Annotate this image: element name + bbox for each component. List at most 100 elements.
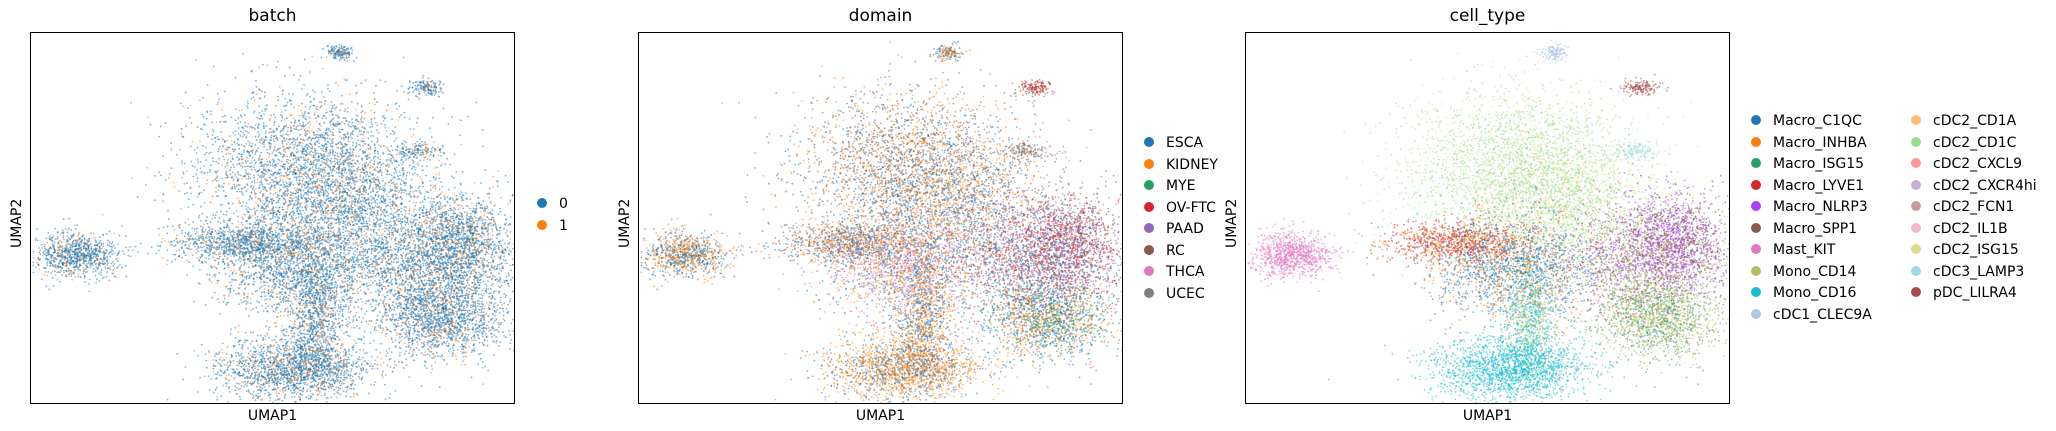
- legend-marker: [1751, 308, 1761, 319]
- legend-entry: Macro_NLRP3: [1751, 198, 1868, 216]
- legend-entry: cDC3_LAMP3: [1911, 263, 2024, 281]
- plot-area: [1245, 32, 1730, 404]
- scatter-points: [1247, 39, 1729, 403]
- legend-marker: [1911, 222, 1921, 233]
- legend-marker: [1144, 244, 1154, 255]
- legend-entry: OV-FTC: [1144, 199, 1216, 217]
- legend-marker: [1144, 287, 1154, 298]
- legend-marker: [1144, 201, 1154, 212]
- legend-entry: cDC1_CLEC9A: [1751, 306, 1872, 324]
- legend-entry: ESCA: [1144, 134, 1203, 152]
- legend-entry: RC: [1144, 242, 1185, 260]
- legend-marker: [1751, 158, 1761, 168]
- legend-label: Mono_CD16: [1773, 285, 1856, 301]
- legend-label: cDC2_ISG15: [1933, 242, 2019, 258]
- legend-label: 1: [559, 218, 568, 234]
- legend-marker: [1751, 201, 1761, 211]
- legend-label: RC: [1166, 243, 1185, 259]
- legend-entry: MYE: [1144, 177, 1195, 195]
- y-axis-label: UMAP2: [1224, 199, 1240, 248]
- legend-entry: Macro_INHBA: [1751, 134, 1867, 152]
- legend-label: cDC3_LAMP3: [1933, 264, 2024, 280]
- legend-label: MYE: [1166, 178, 1195, 194]
- y-axis-label: UMAP2: [9, 199, 25, 248]
- legend-marker: [1751, 244, 1761, 254]
- legend-entry: 1: [537, 217, 568, 235]
- legend-marker: [537, 198, 547, 208]
- legend-marker: [1911, 287, 1921, 297]
- legend-marker: [1144, 158, 1154, 169]
- legend-marker: [1751, 287, 1761, 297]
- plot-area: [30, 32, 515, 404]
- legend-entry: Macro_ISG15: [1751, 155, 1864, 173]
- plot-area: [638, 32, 1123, 404]
- legend-entry: pDC_LILRA4: [1911, 284, 2017, 302]
- legend-label: cDC2_CXCL9: [1933, 156, 2022, 172]
- legend-entry: Macro_C1QC: [1751, 112, 1862, 130]
- legend-entry: PAAD: [1144, 220, 1204, 238]
- legend-label: Mono_CD14: [1773, 264, 1856, 280]
- legend-marker: [1751, 179, 1761, 190]
- legend-entry: Mono_CD14: [1751, 263, 1856, 281]
- legend-label: cDC2_FCN1: [1933, 199, 2014, 215]
- legend-label: Mast_KIT: [1773, 242, 1835, 258]
- legend-entry: KIDNEY: [1144, 156, 1218, 174]
- legend-label: THCA: [1166, 264, 1204, 280]
- legend-entry: Macro_SPP1: [1751, 220, 1857, 238]
- legend-label: Macro_C1QC: [1773, 113, 1862, 129]
- legend-marker: [1911, 158, 1921, 168]
- legend-label: Macro_ISG15: [1773, 156, 1864, 172]
- legend-label: Macro_NLRP3: [1773, 199, 1868, 215]
- legend-label: ESCA: [1166, 135, 1203, 151]
- legend-label: cDC2_IL1B: [1933, 221, 2008, 237]
- legend-label: cDC2_CXCR4hi: [1933, 178, 2037, 194]
- chart-title: cell_type: [1245, 6, 1730, 26]
- legend-marker: [1751, 265, 1761, 276]
- legend-label: cDC2_CD1A: [1933, 113, 2016, 129]
- legend-entry: UCEC: [1144, 285, 1205, 303]
- scatter-points: [640, 40, 1122, 403]
- legend-entry: cDC2_CXCL9: [1911, 155, 2022, 173]
- legend-entry: 0: [537, 195, 568, 213]
- legend-label: UCEC: [1166, 286, 1205, 302]
- chart-title: batch: [30, 6, 515, 26]
- legend-entry: Mast_KIT: [1751, 241, 1835, 259]
- legend-marker: [1911, 244, 1921, 254]
- legend-label: OV-FTC: [1166, 200, 1216, 216]
- legend-label: Macro_LYVE1: [1773, 178, 1864, 194]
- x-axis-label: UMAP1: [1245, 408, 1730, 424]
- legend-marker: [1751, 222, 1761, 233]
- legend-entry: THCA: [1144, 263, 1204, 281]
- legend-marker: [1911, 201, 1921, 211]
- legend-entry: Macro_LYVE1: [1751, 177, 1864, 195]
- legend-entry: cDC2_ISG15: [1911, 241, 2019, 259]
- legend-label: cDC1_CLEC9A: [1773, 307, 1872, 323]
- legend-marker: [1144, 266, 1154, 276]
- legend-entry: cDC2_CD1C: [1911, 134, 2016, 152]
- x-axis-label: UMAP1: [638, 408, 1123, 424]
- legend-marker: [1751, 115, 1761, 125]
- legend-marker: [1911, 136, 1921, 147]
- legend-label: KIDNEY: [1166, 157, 1218, 173]
- legend-label: cDC2_CD1C: [1933, 135, 2016, 151]
- legend-label: Macro_INHBA: [1773, 135, 1867, 151]
- legend-marker: [1911, 115, 1921, 125]
- legend-marker: [1911, 179, 1921, 190]
- legend-entry: cDC2_CD1A: [1911, 112, 2016, 130]
- legend-entry: Mono_CD16: [1751, 284, 1856, 302]
- x-axis-label: UMAP1: [30, 408, 515, 424]
- legend-label: pDC_LILRA4: [1933, 285, 2017, 301]
- legend-marker: [1751, 136, 1761, 147]
- legend-label: 0: [559, 196, 568, 212]
- y-axis-label: UMAP2: [617, 199, 633, 248]
- legend-label: PAAD: [1166, 221, 1204, 237]
- legend-marker: [1144, 180, 1154, 190]
- scatter-points: [32, 43, 514, 403]
- legend-entry: cDC2_FCN1: [1911, 198, 2014, 216]
- legend-marker: [1144, 137, 1154, 147]
- chart-title: domain: [638, 6, 1123, 26]
- legend-marker: [537, 219, 547, 230]
- legend-marker: [1911, 265, 1921, 276]
- legend-marker: [1144, 223, 1154, 233]
- legend-entry: cDC2_CXCR4hi: [1911, 177, 2037, 195]
